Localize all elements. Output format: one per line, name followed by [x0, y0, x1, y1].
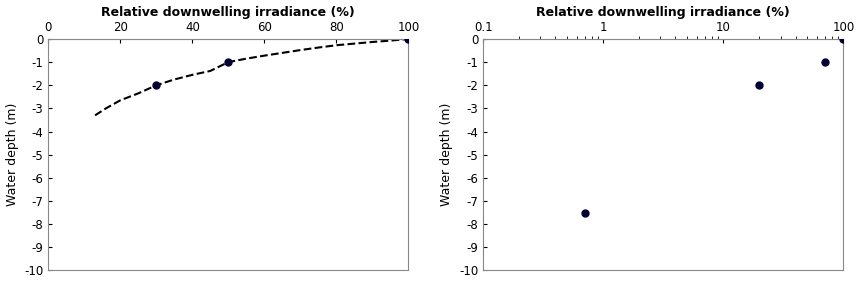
- Point: [578, 210, 592, 215]
- Point: [150, 83, 163, 87]
- Y-axis label: Water depth (m): Water depth (m): [5, 103, 19, 206]
- Point: [818, 60, 832, 64]
- Point: [222, 60, 236, 64]
- X-axis label: Relative downwelling irradiance (%): Relative downwelling irradiance (%): [537, 6, 790, 18]
- X-axis label: Relative downwelling irradiance (%): Relative downwelling irradiance (%): [101, 6, 355, 18]
- Point: [752, 83, 766, 87]
- Point: [837, 37, 851, 41]
- Point: [402, 37, 415, 41]
- Y-axis label: Water depth (m): Water depth (m): [440, 103, 453, 206]
